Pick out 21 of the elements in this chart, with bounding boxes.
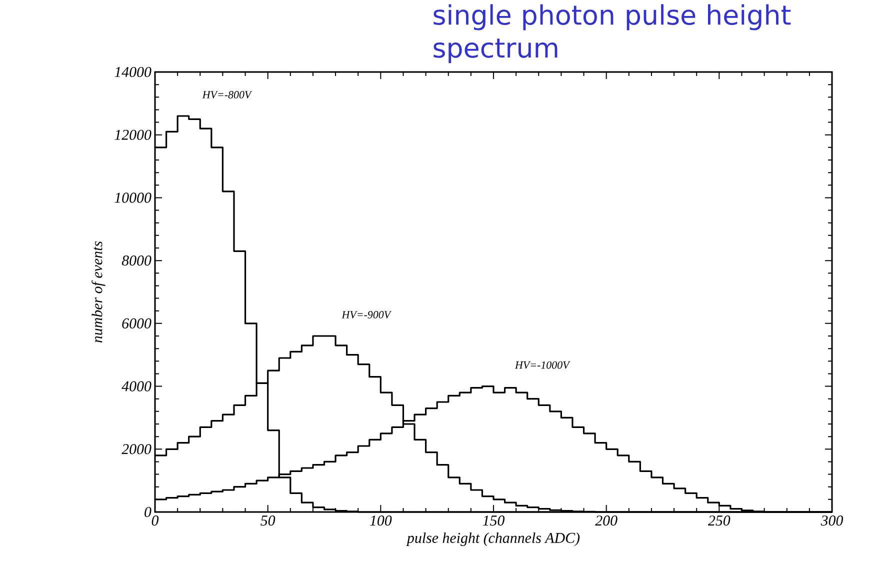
x-tick-label: 300 <box>820 516 844 526</box>
chart-title: single photon pulse height spectrum <box>434 4 791 64</box>
x-tick-label: 200 <box>595 516 618 526</box>
x-axis-title: pulse height (channels ADC) <box>406 532 580 546</box>
x-tick-label: 100 <box>370 516 392 526</box>
y-tick-label: 14000 <box>114 66 152 78</box>
x-tick-label: 250 <box>708 516 730 526</box>
y-tick-label: 8000 <box>122 256 152 266</box>
series-label: HV=-800V <box>202 91 252 98</box>
y-tick-label: 12000 <box>114 130 152 140</box>
y-tick-label: 6000 <box>122 318 152 328</box>
y-tick-label: 4000 <box>122 381 152 392</box>
x-tick-label: 0 <box>152 516 159 526</box>
series-label: HV=-1000V <box>514 361 570 369</box>
y-tick-label: 10000 <box>114 192 152 203</box>
x-tick-label: 150 <box>482 516 505 526</box>
x-tick-label: 50 <box>260 516 276 526</box>
y-tick-label: 2000 <box>122 444 152 454</box>
y-axis-title: number of events <box>92 241 106 343</box>
series-label: HV=-900V <box>342 311 392 318</box>
y-tick-label: 0 <box>144 506 152 518</box>
